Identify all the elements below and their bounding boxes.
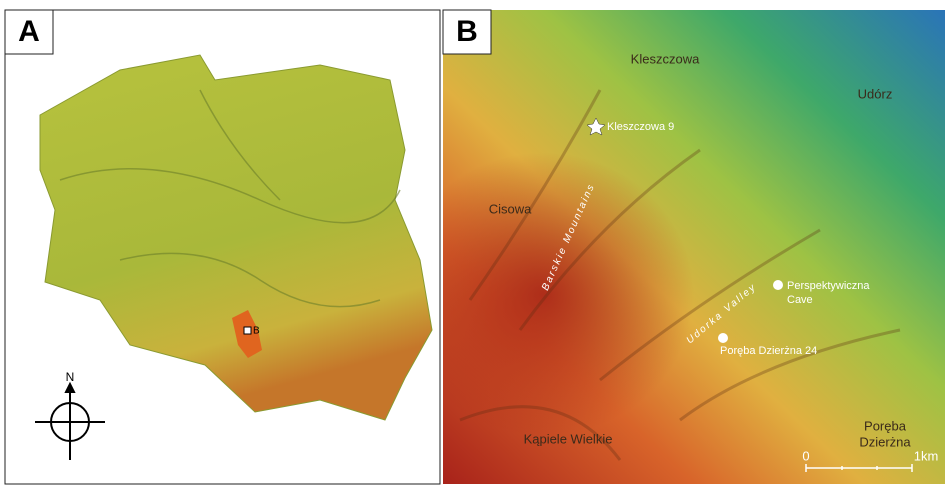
site-label: Kleszczowa 9	[607, 121, 674, 133]
compass-label: N	[66, 370, 75, 384]
figure: B A N B Kleszczowa Udórz Cisowa Kąpiele …	[0, 0, 945, 486]
place-label: Udórz	[858, 86, 893, 101]
scale-label: 0	[802, 448, 809, 463]
panel-label: A	[18, 15, 40, 48]
panel-b: B Kleszczowa Udórz Cisowa Kąpiele Wielki…	[443, 10, 945, 484]
inset-marker-box	[244, 327, 251, 334]
place-label: Cisowa	[489, 201, 532, 216]
site-dot	[718, 333, 728, 343]
place-label: Poręba	[864, 418, 907, 433]
place-label: Dzierżna	[859, 434, 911, 449]
terrain-high	[443, 10, 945, 484]
site-label: Poręba Dzierżna 24	[720, 345, 817, 357]
place-label: Kleszczowa	[631, 51, 700, 66]
place-label: Kąpiele Wielkie	[524, 431, 613, 446]
scale-label: 1km	[914, 448, 939, 463]
panel-a: B A N	[5, 10, 440, 484]
panel-label: B	[456, 15, 478, 48]
site-dot	[773, 280, 783, 290]
site-label: Cave	[787, 294, 813, 306]
inset-marker-label: B	[253, 326, 260, 337]
site-label: Perspektywiczna	[787, 280, 870, 292]
